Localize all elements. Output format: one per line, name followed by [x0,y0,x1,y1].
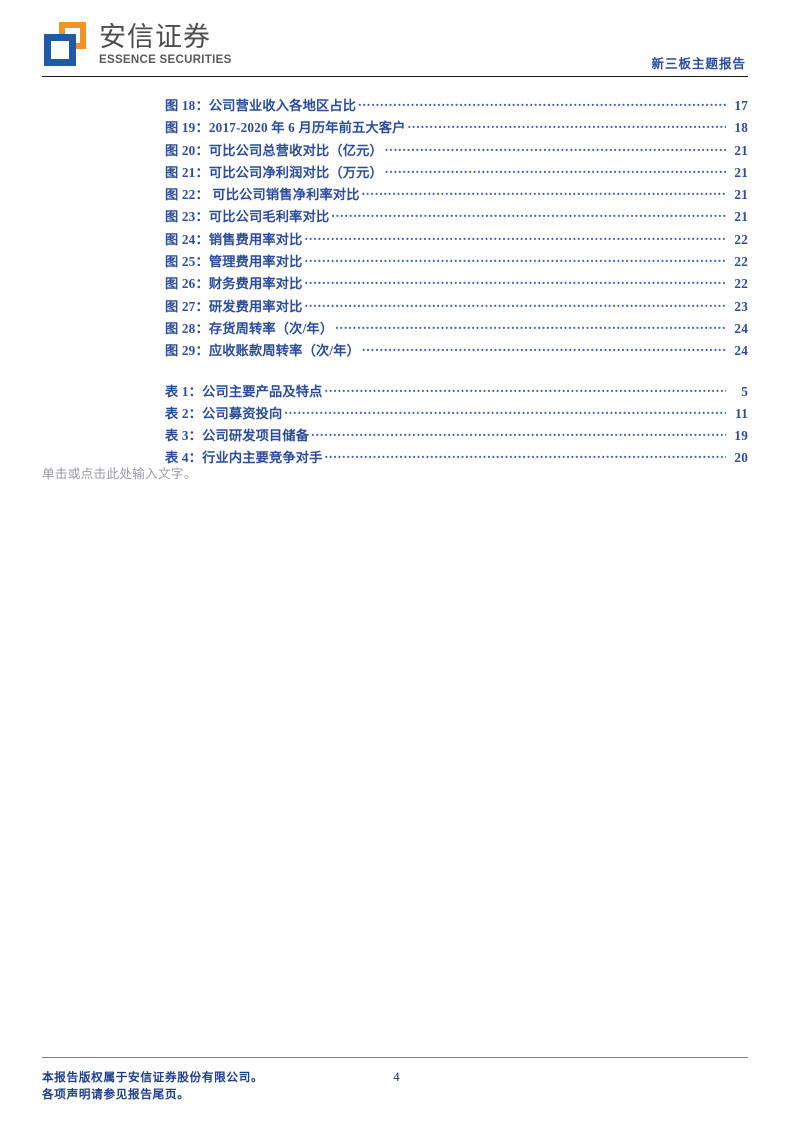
toc-entry[interactable]: 表 2：公司募资投向 11 [165,403,748,425]
toc-entry[interactable]: 表 1：公司主要产品及特点 5 [165,381,748,403]
toc-leader-dots [331,207,726,221]
toc-entry[interactable]: 图 25：管理费用率对比 22 [165,251,748,273]
toc-entry[interactable]: 图 19：2017-2020 年 6 月历年前五大客户 18 [165,117,748,139]
toc-entry-label: 表 1：公司主要产品及特点 [165,383,323,399]
toc-entry[interactable]: 图 21：可比公司净利润对比（万元） 21 [165,162,748,184]
toc-entry-page-number: 22 [734,254,748,270]
toc-leader-dots [362,185,726,199]
toc-entry-page-number: 21 [734,209,748,225]
toc-entry-label: 图 28：存货周转率（次/年） [165,320,334,336]
toc-entry[interactable]: 图 28：存货周转率（次/年） 24 [165,318,748,340]
toc-leader-dots [311,426,726,440]
toc-entry-label: 图 22： 可比公司销售净利率对比 [165,187,360,203]
click-to-enter-text-placeholder[interactable]: 单击或点击此处输入文字。 [42,467,197,481]
toc-entry-page-number: 18 [734,120,748,136]
toc-leader-dots [284,404,726,418]
footer-disclaimer-line-2: 各项声明请参见报告尾页。 [42,1088,190,1101]
toc-entry-page-number: 23 [734,298,748,314]
toc-entry[interactable]: 图 22： 可比公司销售净利率对比 21 [165,184,748,206]
header-divider [42,76,748,77]
toc-entry-page-number: 17 [734,98,748,113]
page-header: 安信证券 ESSENCE SECURITIES 新三板主题报告 [0,0,793,80]
toc-entry-label: 图 24：销售费用率对比 [165,231,303,247]
toc-entry-label: 图 19：2017-2020 年 6 月历年前五大客户 [165,120,406,136]
toc-entry[interactable]: 表 4：行业内主要竞争对手 20 [165,447,748,469]
toc-leader-dots [358,96,726,110]
report-type-label: 新三板主题报告 [651,57,746,71]
footer-divider [42,1057,748,1058]
toc-leader-dots [305,274,726,288]
brand-logo: 安信证券 ESSENCE SECURITIES [44,22,232,68]
toc-entry[interactable]: 图 29：应收账款周转率（次/年） 24 [165,340,748,362]
footer-disclaimer: 本报告版权属于安信证券股份有限公司。 各项声明请参见报告尾页。 [42,1069,263,1103]
toc-leader-dots [335,319,726,333]
toc-entry-page-number: 5 [741,383,748,399]
toc-entry-page-number: 19 [734,428,748,444]
brand-name-en: ESSENCE SECURITIES [99,54,232,66]
toc-leader-dots [305,252,726,266]
toc-entry-label: 图 27：研发费用率对比 [165,298,303,314]
toc-leader-dots [385,163,726,177]
toc-entry-page-number: 22 [734,276,748,292]
toc-entry-page-number: 22 [734,231,748,247]
toc-group-figures: 图 18：公司营业收入各地区占比 17 图 19：2017-2020 年 6 月历年… [0,95,793,363]
toc-group-tables: 表 1：公司主要产品及特点 5 表 2：公司募资投向 11 表 3：公司研发项目储备 19… [0,381,793,470]
toc-leader-dots [325,448,726,462]
toc-entry-label: 图 26：财务费用率对比 [165,276,303,292]
essence-securities-logo-icon [44,22,90,68]
toc-leader-dots [362,341,726,355]
toc-entry-label: 表 4：行业内主要竞争对手 [165,450,323,466]
toc-leader-dots [325,382,726,396]
toc-entry-page-number: 21 [734,142,748,158]
footer-disclaimer-line-1: 本报告版权属于安信证券股份有限公司。 [42,1071,264,1084]
toc-leader-dots [385,141,726,155]
toc-entry-page-number: 24 [734,343,748,359]
toc-entry-label: 图 23：可比公司毛利率对比 [165,209,330,225]
toc-entry-label: 图 20：可比公司总营收对比（亿元） [165,142,383,158]
toc-entry-label: 图 21：可比公司净利润对比（万元） [165,164,383,180]
logo-blue-square [44,34,76,66]
toc-entry[interactable]: 图 26：财务费用率对比 22 [165,273,748,295]
page-number: 4 [393,1070,400,1084]
toc-leader-dots [305,230,726,244]
toc-entry-label: 图 25：管理费用率对比 [165,254,303,270]
toc-leader-dots [305,297,726,311]
brand-wordmark: 安信证券 ESSENCE SECURITIES [99,23,232,68]
toc-entry-page-number: 21 [734,164,748,180]
toc-entry-label: 表 2：公司募资投向 [165,405,283,421]
toc-entry-page-number: 20 [734,450,748,466]
toc-entry-label: 图 29：应收账款周转率（次/年） [165,343,360,359]
toc-entry[interactable]: 表 3：公司研发项目储备 19 [165,425,748,447]
toc-group-gap [0,363,793,381]
toc-entry-page-number: 24 [734,320,748,336]
toc-entry[interactable]: 图 23：可比公司毛利率对比 21 [165,206,748,228]
toc-entry[interactable]: 图 27：研发费用率对比 23 [165,296,748,318]
toc-leader-dots [408,118,726,132]
brand-name-cn: 安信证券 [99,22,211,52]
toc-entry-label: 表 3：公司研发项目储备 [165,428,310,444]
toc-entry-label: 图 18：公司营业收入各地区占比 [165,98,357,113]
toc-entry-page-number: 11 [735,405,748,421]
toc-entry[interactable]: 图 18：公司营业收入各地区占比 17 [165,95,748,117]
toc-entry[interactable]: 图 20：可比公司总营收对比（亿元） 21 [165,140,748,162]
toc-entry-page-number: 21 [734,187,748,203]
table-of-contents: 图 18：公司营业收入各地区占比 17 图 19：2017-2020 年 6 月历年… [0,95,793,470]
toc-entry[interactable]: 图 24：销售费用率对比 22 [165,229,748,251]
